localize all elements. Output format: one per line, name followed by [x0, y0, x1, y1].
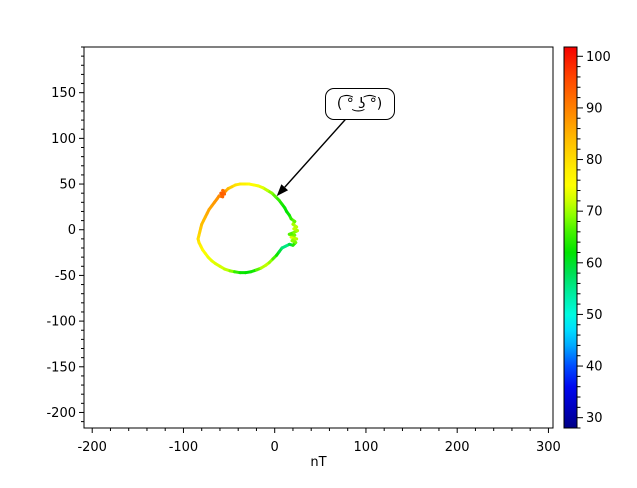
annotation-text: ( ͡° ͜ʖ ͡°) [336, 95, 383, 112]
data-trace [196, 182, 300, 275]
y-tick-label: -200 [46, 406, 76, 421]
y-tick-label: 0 [68, 223, 76, 238]
y-axis-ticks: 150 100 50 0 -50 -100 -150 -200 [46, 86, 84, 421]
y-tick-label: -150 [46, 360, 76, 375]
y-tick-label: -50 [55, 269, 76, 284]
x-tick-label: 0 [271, 440, 279, 455]
colorbar-gradient [564, 47, 577, 428]
y-tick-label: -100 [46, 315, 76, 330]
plot-frame [83, 46, 554, 429]
x-tick-label: 300 [536, 440, 561, 455]
y-tick-label: 100 [51, 132, 76, 147]
colorbar-tick-label: 90 [586, 101, 603, 116]
colorbar: 100 90 80 70 60 50 40 30 [563, 46, 611, 429]
x-tick-label: 200 [445, 440, 470, 455]
colorbar-tick-label: 100 [586, 50, 611, 65]
y-tick-label: 50 [59, 178, 76, 193]
x-axis-ticks: -200 -100 0 100 200 300 [77, 428, 561, 455]
x-tick-label: 100 [354, 440, 379, 455]
x-axis-minor-ticks [109, 428, 531, 431]
arrowhead [276, 184, 289, 197]
x-tick-label: -200 [77, 440, 107, 455]
colorbar-tick-label: 80 [586, 153, 603, 168]
x-tick-label: -100 [169, 440, 199, 455]
colorbar-frame [563, 46, 578, 429]
colorbar-tick-label: 70 [586, 205, 603, 220]
colorbar-tick-label: 40 [586, 360, 603, 375]
annotation-box: ( ͡° ͜ʖ ͡°) [324, 87, 395, 120]
x-axis-label: nT [310, 455, 327, 470]
y-axis-minor-ticks [81, 46, 84, 423]
y-tick-label: 150 [51, 86, 76, 101]
annotation-arrow [276, 119, 346, 197]
colorbar-tick-label: 30 [586, 411, 603, 426]
colorbar-tick-label: 50 [586, 308, 603, 323]
colorbar-tick-label: 60 [586, 256, 603, 271]
